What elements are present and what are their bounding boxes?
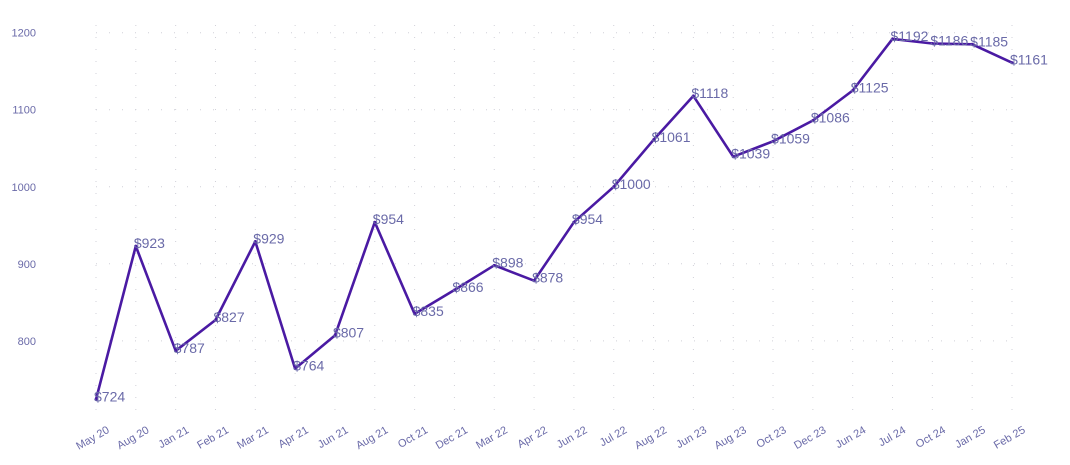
- x-tick-label: Jun 23: [674, 424, 709, 451]
- x-tick-label: Mar 21: [235, 424, 271, 452]
- y-tick-label: 900: [18, 259, 36, 271]
- data-point: [731, 155, 735, 159]
- data-label: $929: [253, 230, 284, 246]
- x-tick-label: Aug 21: [354, 424, 390, 452]
- data-point: [572, 220, 576, 224]
- y-tick-label: 800: [18, 336, 36, 348]
- data-label: $1039: [731, 146, 770, 162]
- data-label: $954: [373, 211, 404, 227]
- x-tick-label: Oct 23: [754, 424, 788, 451]
- y-tick-label: 1100: [12, 105, 36, 117]
- x-tick-label: Jan 25: [953, 424, 988, 451]
- data-label: $827: [213, 309, 244, 325]
- data-label: $1125: [851, 79, 889, 95]
- data-label: $1086: [811, 110, 850, 126]
- data-point: [691, 94, 695, 98]
- x-tick-label: Aug 22: [633, 424, 669, 452]
- data-point: [970, 42, 974, 46]
- x-tick-label: Mar 22: [474, 424, 510, 452]
- x-tick-label: Oct 24: [914, 424, 948, 451]
- data-label: $954: [572, 211, 603, 227]
- data-point: [1010, 61, 1014, 65]
- data-point: [452, 288, 456, 292]
- x-tick-label: Feb 21: [195, 424, 231, 452]
- data-label: $1000: [612, 176, 651, 192]
- x-tick-label: Jun 24: [834, 424, 869, 451]
- series-line-layer: [94, 37, 1014, 401]
- grid-layer: [95, 25, 1013, 414]
- data-point: [612, 185, 616, 189]
- x-tick-label: Feb 25: [992, 424, 1028, 452]
- data-point: [94, 397, 98, 401]
- x-tick-label: Dec 21: [434, 424, 470, 452]
- data-point: [413, 312, 417, 316]
- data-point: [213, 318, 217, 322]
- data-point: [652, 138, 656, 142]
- data-point: [930, 41, 934, 45]
- data-point: [174, 349, 178, 353]
- data-label: $923: [134, 235, 165, 251]
- data-point: [771, 139, 775, 143]
- y-tick-label: 1200: [12, 28, 36, 40]
- data-point: [253, 239, 257, 243]
- data-label: $1192: [891, 28, 929, 44]
- data-label: $878: [532, 270, 563, 286]
- data-label: $1186: [930, 32, 968, 48]
- x-tick-label: Jun 21: [316, 424, 351, 451]
- data-point: [333, 333, 337, 337]
- x-tick-label: Jun 22: [555, 424, 590, 451]
- y-tick-label: 1000: [12, 182, 36, 194]
- x-tick-label: Aug 23: [713, 424, 749, 452]
- data-label: $1061: [652, 129, 691, 145]
- data-point: [891, 37, 895, 41]
- data-label: $866: [452, 279, 483, 295]
- x-tick-label: May 20: [74, 424, 111, 452]
- data-label: $807: [333, 324, 364, 340]
- x-tick-label: Apr 21: [277, 424, 311, 451]
- x-tick-label: Dec 23: [792, 424, 828, 452]
- x-tick-label: Aug 20: [115, 424, 151, 452]
- data-label: $724: [94, 388, 125, 404]
- data-label: $764: [293, 358, 324, 374]
- data-label: $835: [413, 303, 444, 319]
- x-tick-label: Jan 21: [157, 424, 192, 451]
- data-label: $787: [174, 340, 205, 356]
- x-tick-label: Apr 22: [516, 424, 550, 451]
- data-point: [811, 119, 815, 123]
- data-point: [532, 279, 536, 283]
- x-tick-label: Jul 22: [598, 424, 629, 449]
- data-label: $1161: [1010, 52, 1048, 68]
- x-tick-label: Jul 24: [877, 424, 908, 449]
- data-label: $898: [492, 254, 523, 270]
- data-point: [492, 263, 496, 267]
- data-point: [293, 367, 297, 371]
- data-point: [851, 88, 855, 92]
- data-point: [134, 244, 138, 248]
- series-line-price: [94, 37, 1013, 400]
- data-label: $1059: [771, 130, 810, 146]
- y-axis-ticks: 800 900 1000 1100 1200: [12, 28, 36, 348]
- data-label-layer: $724 $923 $787 $827 $929 $764 $807 $954 $835 $866…: [94, 28, 1048, 404]
- data-label: $1185: [970, 33, 1008, 49]
- x-tick-label: Oct 21: [396, 424, 430, 451]
- x-axis-ticks: May 20 Aug 20 Jan 21 Feb 21 Mar 21 Apr 21 Jun …: [74, 424, 1027, 452]
- data-point: [373, 220, 377, 224]
- data-label: $1118: [691, 85, 728, 101]
